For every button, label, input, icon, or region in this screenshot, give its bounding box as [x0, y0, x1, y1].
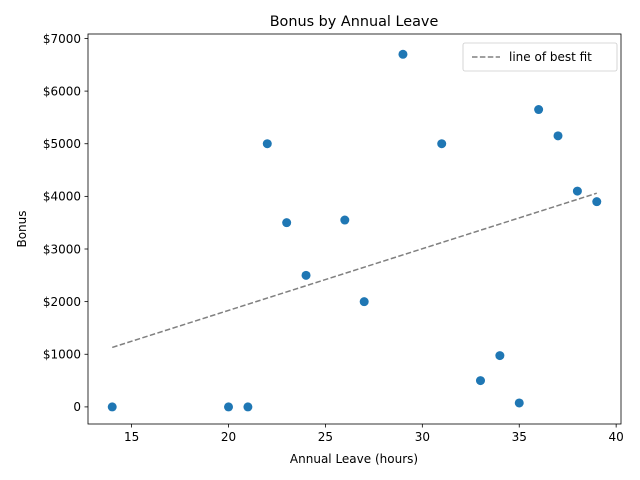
scatter-point: [282, 218, 292, 228]
scatter-point: [514, 398, 524, 408]
scatter-point: [224, 402, 234, 412]
y-tick-label: $1000: [43, 348, 81, 362]
plot-frame: [87, 33, 622, 425]
y-tick-label: $6000: [43, 84, 81, 98]
scatter-point: [243, 402, 253, 412]
x-tick-label: 15: [124, 430, 139, 444]
y-tick-label: $3000: [43, 242, 81, 256]
x-tick-label: 30: [415, 430, 430, 444]
scatter-point: [572, 186, 582, 196]
y-tick-label: $4000: [43, 190, 81, 204]
chart-title: Bonus by Annual Leave: [270, 14, 439, 30]
scatter-point: [301, 270, 311, 280]
y-tick-label: 0: [73, 400, 81, 414]
scatter-point: [359, 297, 369, 307]
y-tick-label: $2000: [43, 295, 81, 309]
x-tick-label: 40: [609, 430, 624, 444]
scatter-point: [340, 215, 350, 225]
points-layer: [107, 49, 602, 412]
y-tick-label: $7000: [43, 32, 81, 46]
scatter-point: [592, 197, 602, 207]
plot-area: [107, 49, 602, 412]
x-axis: 15 20 25 30 35 40: [124, 424, 624, 444]
x-tick-label: 35: [512, 430, 527, 444]
scatter-point: [107, 402, 117, 412]
fit-line-layer: [111, 192, 598, 349]
scatter-point: [398, 49, 408, 59]
x-axis-label: Annual Leave (hours): [290, 452, 418, 466]
scatter-point: [495, 351, 505, 361]
y-tick-label: $5000: [43, 137, 81, 151]
x-tick-label: 25: [318, 430, 333, 444]
y-axis-label: Bonus: [15, 210, 29, 247]
scatter-point: [475, 376, 485, 386]
scatter-point: [534, 105, 544, 115]
legend: line of best fit: [462, 42, 618, 72]
legend-box: [462, 42, 618, 72]
fit-line: [111, 192, 598, 349]
legend-label-fit-line: line of best fit: [509, 50, 592, 64]
scatter-point: [553, 131, 563, 141]
x-tick-label: 20: [221, 430, 236, 444]
scatter-point: [437, 139, 447, 149]
scatter-point: [262, 139, 272, 149]
y-axis: 0 $1000 $2000 $3000 $4000 $5000 $6000 $7000: [43, 32, 88, 414]
